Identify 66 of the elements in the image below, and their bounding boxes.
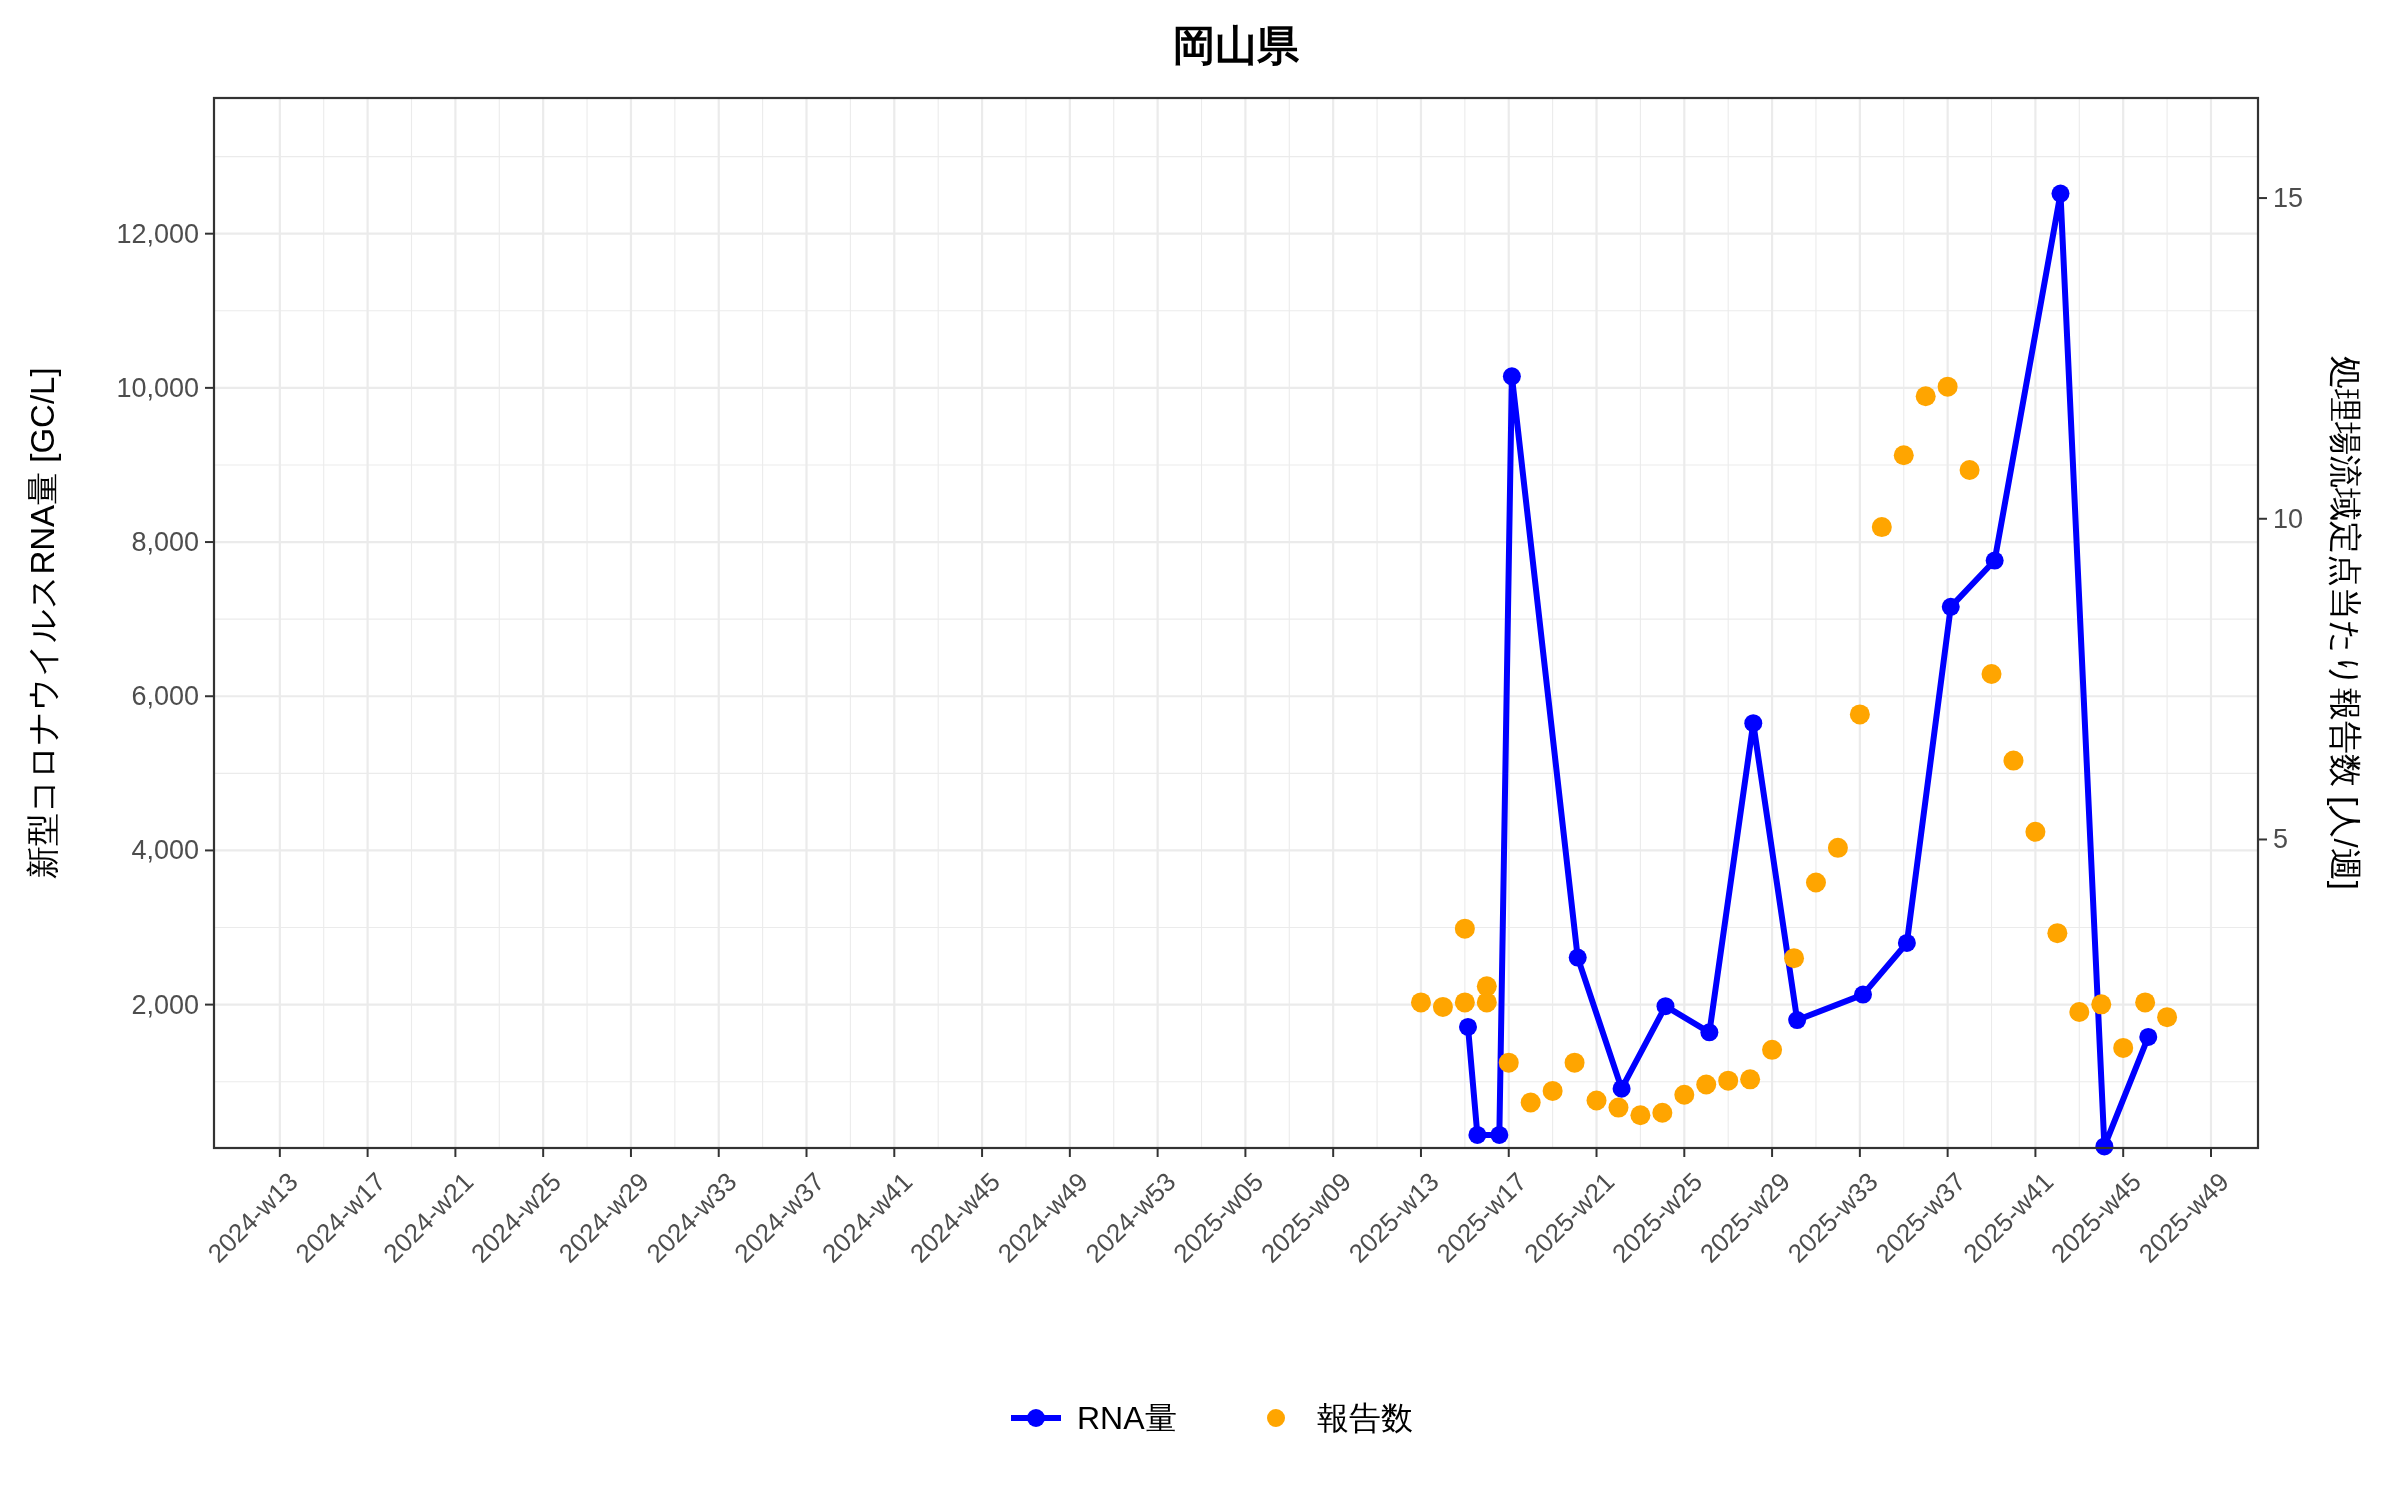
point: [1656, 997, 1675, 1016]
point: [1718, 1070, 1739, 1091]
y-tick-label: 4,000: [131, 835, 199, 866]
point: [2069, 1002, 2090, 1023]
point: [1476, 992, 1497, 1013]
point: [1608, 1097, 1629, 1118]
point: [1520, 1092, 1541, 1113]
point: [1630, 1105, 1651, 1126]
point: [1981, 663, 2002, 684]
point: [1762, 1039, 1783, 1060]
point: [1937, 376, 1958, 397]
point: [1410, 992, 1431, 1013]
legend-label: 報告数: [1317, 1400, 1413, 1436]
point: [1849, 704, 1870, 725]
point: [2025, 821, 2046, 842]
point: [2051, 184, 2070, 203]
point: [1941, 597, 1960, 616]
y2-tick-label: 10: [2273, 503, 2304, 534]
point: [1740, 1069, 1761, 1090]
y2-tick-label: 15: [2273, 183, 2304, 214]
point: [1502, 367, 1521, 386]
point: [1897, 933, 1916, 952]
y-tick-label: 6,000: [131, 681, 199, 712]
point: [1700, 1023, 1719, 1042]
point: [1744, 714, 1763, 733]
point: [1454, 992, 1475, 1013]
point: [1805, 872, 1826, 893]
chart-title: 岡山県: [1173, 21, 1300, 69]
point: [1432, 996, 1453, 1017]
point: [1612, 1079, 1631, 1098]
point: [1853, 985, 1872, 1004]
point: [1454, 918, 1475, 939]
point: [2091, 994, 2112, 1015]
point: [2003, 750, 2024, 771]
point: [1788, 1011, 1807, 1030]
point: [1542, 1080, 1563, 1101]
y2-axis-title: 処理場流域定点当たり報告数 [人/週]: [2326, 356, 2364, 890]
point: [1652, 1102, 1673, 1123]
point: [1827, 837, 1848, 858]
point: [2139, 1027, 2158, 1046]
y-axis-title: 新型コロナウイルスRNA量 [GC/L]: [23, 367, 61, 879]
y-tick-label: 12,000: [116, 218, 199, 249]
point: [1893, 445, 1914, 466]
point: [1586, 1090, 1607, 1111]
point: [2135, 992, 2156, 1013]
y-tick-label: 10,000: [116, 372, 199, 403]
y2-tick-label: 5: [2273, 824, 2289, 855]
point: [1490, 1125, 1509, 1144]
point: [1915, 386, 1936, 407]
point: [1498, 1052, 1519, 1073]
point: [1959, 460, 1980, 481]
point: [1784, 948, 1805, 969]
point: [2157, 1007, 2178, 1028]
point: [1568, 948, 1587, 967]
point: [1985, 551, 2004, 570]
point: [1674, 1084, 1695, 1105]
point: [2047, 923, 2068, 944]
point: [1468, 1125, 1487, 1144]
point: [1458, 1017, 1477, 1036]
legend-label: RNA量: [1077, 1400, 1177, 1436]
point: [1696, 1074, 1717, 1095]
point: [1564, 1052, 1585, 1073]
point: [2113, 1037, 2134, 1058]
y-tick-label: 2,000: [131, 989, 199, 1020]
point: [1871, 517, 1892, 538]
y-tick-label: 8,000: [131, 527, 199, 558]
